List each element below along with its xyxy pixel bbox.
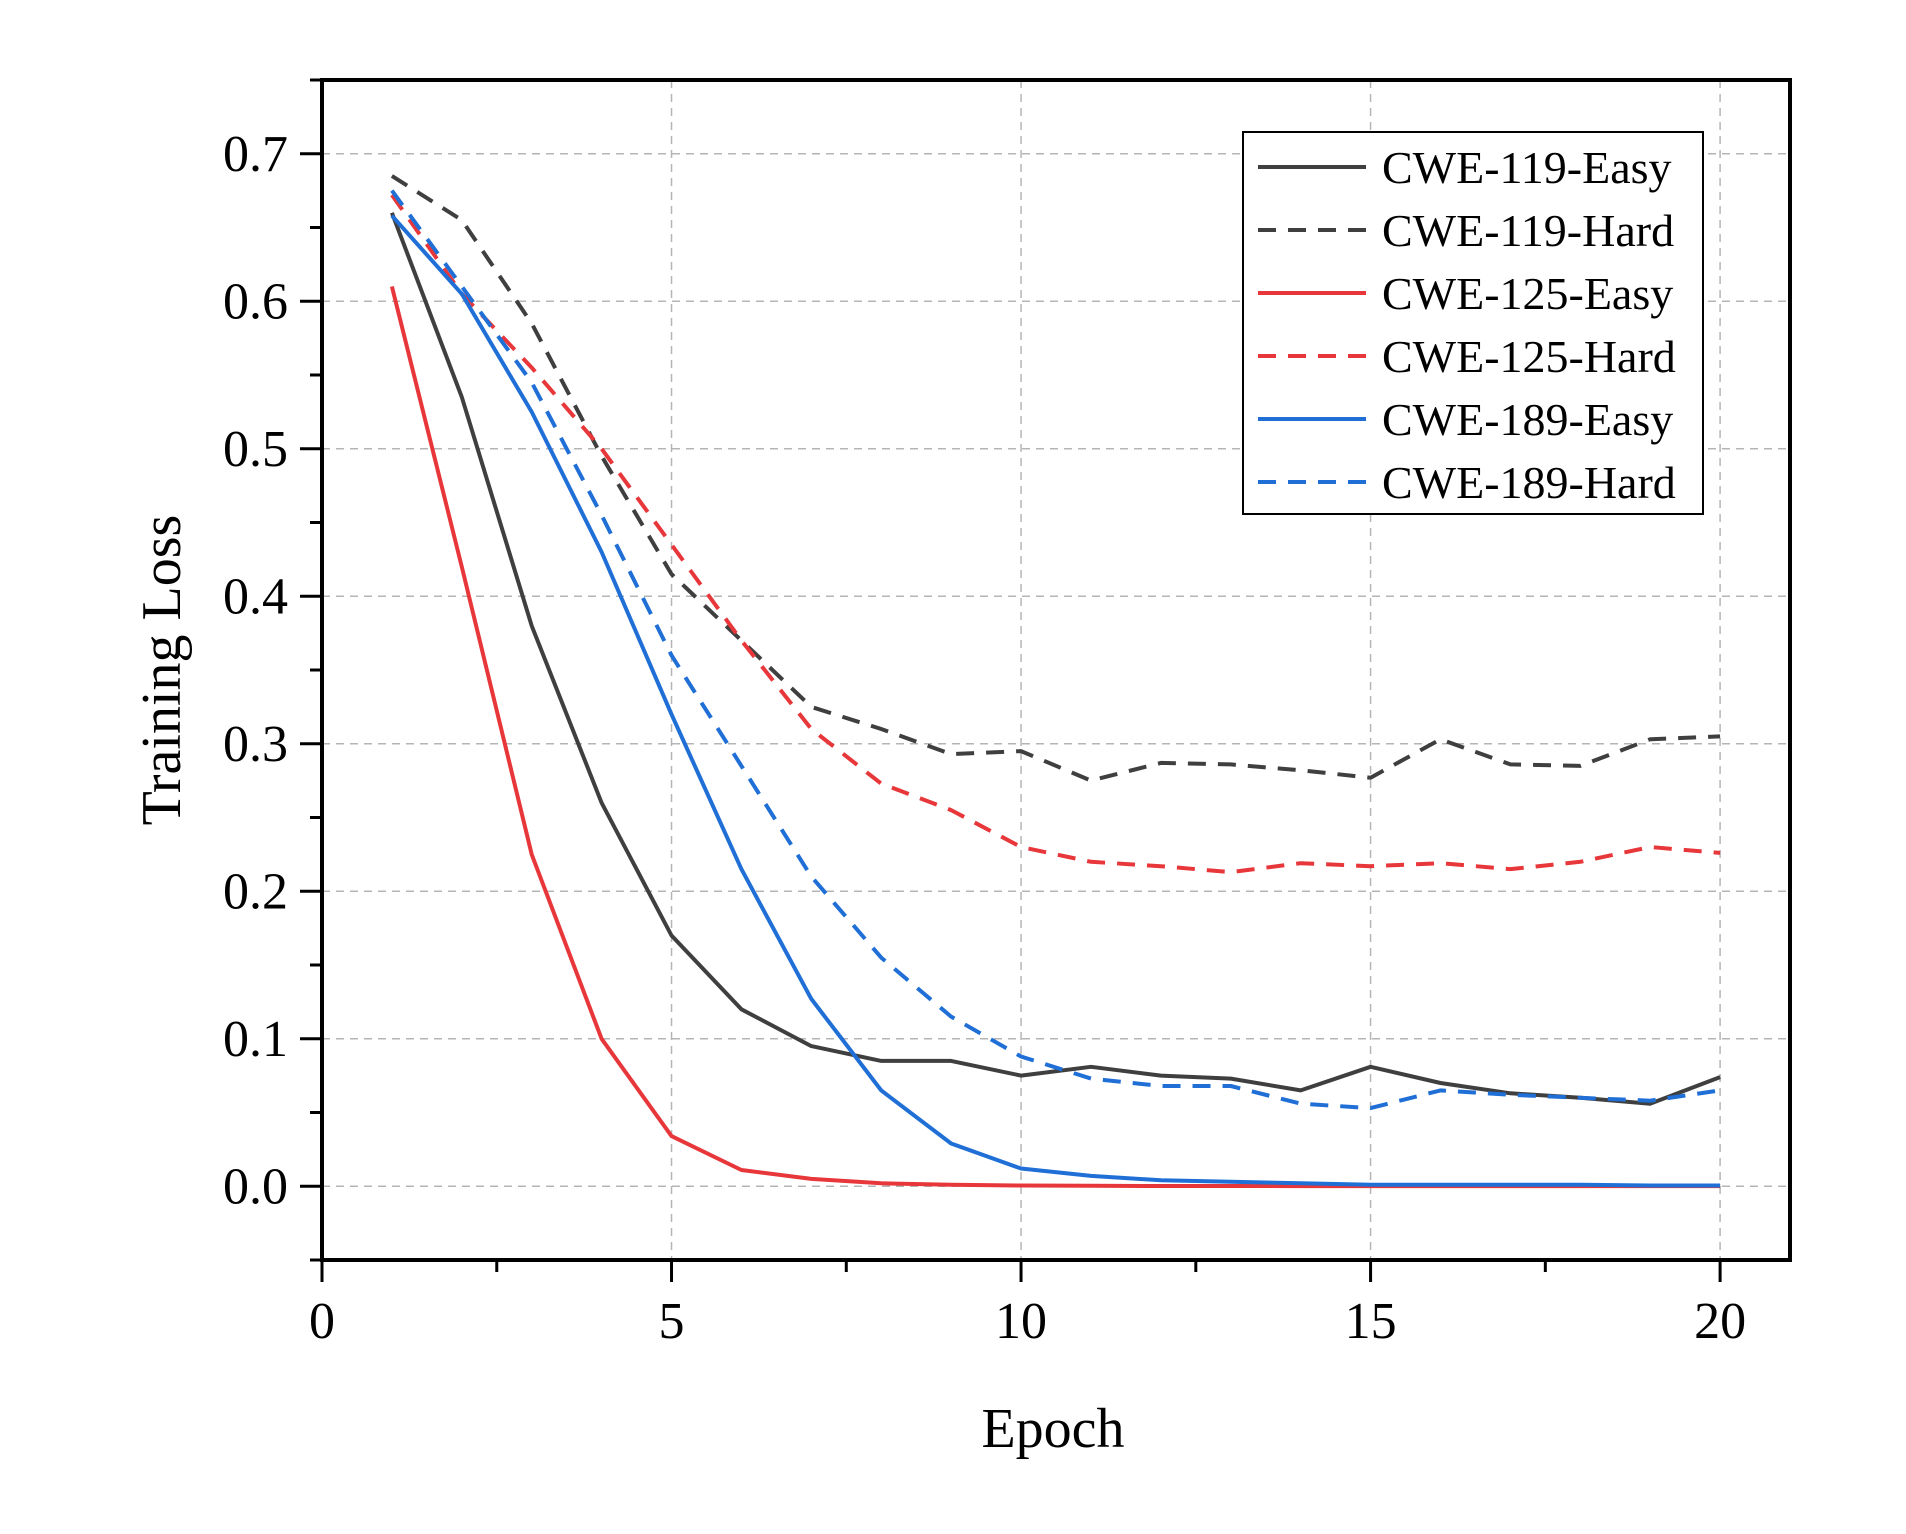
- y-tick-label: 0.6: [223, 273, 288, 330]
- legend-box: [1242, 131, 1704, 515]
- y-tick-label: 0.2: [223, 863, 288, 920]
- x-tick-label: 15: [1345, 1293, 1397, 1350]
- legend-label: CWE-189-Easy: [1382, 394, 1673, 445]
- y-axis-title: Training Loss: [131, 515, 193, 826]
- x-tick-label: 10: [995, 1293, 1047, 1350]
- series-lines: [389, 174, 1721, 1189]
- x-tick-label: 20: [1694, 1293, 1746, 1350]
- x-axis-title: Epoch: [981, 1398, 1124, 1460]
- y-tick-label: 0.0: [223, 1158, 288, 1215]
- series-line-cwe-189-hard: [390, 189, 1721, 1111]
- legend-label: CWE-125-Easy: [1382, 268, 1673, 319]
- tick-labels: 0 5 10 15 20 0.0 0.1 0.2 0.3 0.4 0.5 0.6 0.7: [223, 126, 1746, 1350]
- y-tick-label: 0.3: [223, 716, 288, 773]
- y-tick-label: 0.1: [223, 1011, 288, 1068]
- y-tick-label: 0.7: [223, 126, 288, 183]
- y-tick-label: 0.4: [223, 568, 288, 625]
- x-tick-label: 0: [309, 1293, 335, 1350]
- y-tick-label: 0.5: [223, 421, 288, 478]
- series-line-cwe-119-easy: [390, 212, 1721, 1106]
- legend-label: CWE-119-Hard: [1382, 205, 1674, 256]
- series-line-cwe-189-easy: [390, 214, 1721, 1188]
- legend-label: CWE-189-Hard: [1382, 457, 1676, 508]
- series-line-cwe-119-hard: [390, 174, 1721, 783]
- legend-label: CWE-119-Easy: [1382, 142, 1672, 193]
- x-tick-label: 5: [659, 1293, 685, 1350]
- legend: CWE-119-Easy CWE-119-Hard CWE-125-Easy CWE-…: [1242, 131, 1704, 515]
- axis-ticks: [300, 78, 1722, 1282]
- legend-label: CWE-125-Hard: [1382, 331, 1676, 382]
